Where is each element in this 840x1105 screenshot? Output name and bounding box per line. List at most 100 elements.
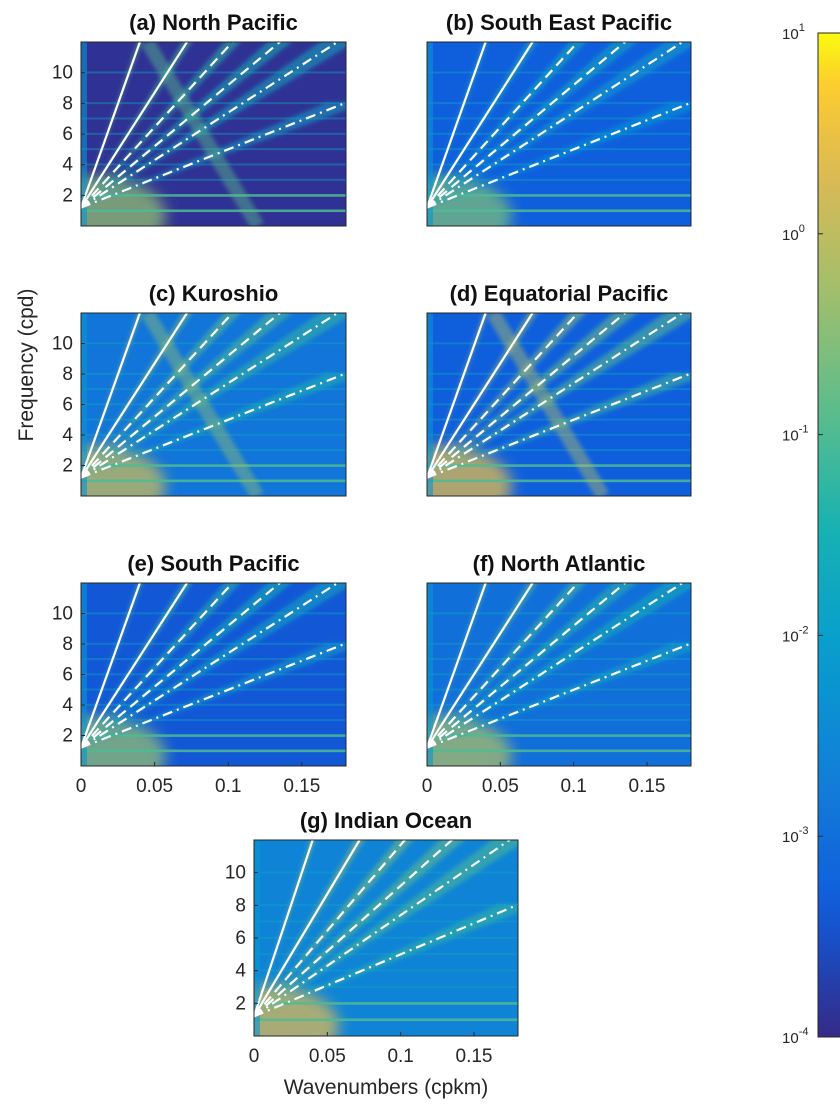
beam (254, 840, 465, 1017)
dispersion-line-dashed (427, 583, 580, 749)
colorbar-tick-label: 10-1 (782, 424, 808, 445)
tidal-band (427, 178, 691, 181)
tidal-band (427, 209, 691, 213)
dispersion-line-dashed (254, 840, 454, 1018)
y-tick-label: 8 (62, 634, 73, 655)
colorbar-tick-label: 101 (782, 22, 805, 43)
tidal-band (427, 163, 691, 166)
panel-e: 2 4 6 8 10 0 0.05 0.1 0.15 (e) South Pacific (52, 551, 347, 797)
axes-frame (426, 582, 692, 767)
beam (81, 42, 292, 208)
tidal-band (81, 71, 346, 74)
beam (254, 840, 518, 1017)
x-axis-label: Wavenumbers (cpkm) (284, 1076, 489, 1099)
y-tick-label: 6 (62, 395, 73, 416)
panel-title-e: (e) South Pacific (127, 551, 299, 576)
dispersion-line-solid (254, 840, 314, 1017)
dispersion-line-dashdot (81, 583, 340, 749)
dispersion-line-dashed (81, 583, 234, 749)
dispersion-lines (81, 313, 346, 479)
dispersion-line-dashdot (254, 903, 518, 1018)
dispersion-line-solid (427, 42, 534, 209)
tidal-band (81, 403, 346, 406)
x-tick-label: 0.15 (629, 776, 666, 797)
dispersion-line-solid (427, 313, 487, 479)
tidal-band (427, 449, 691, 452)
y-tick-label: 2 (62, 726, 73, 747)
beam (81, 42, 241, 208)
beam (427, 583, 538, 748)
beam (487, 313, 609, 496)
dispersion-line-dashed (81, 313, 234, 479)
beam (81, 313, 292, 478)
x-tick-label: 0.1 (387, 1046, 413, 1067)
y-tick-label: 2 (62, 456, 73, 477)
tidal-band (81, 178, 346, 181)
beam (427, 313, 638, 478)
heatmap-a (81, 42, 346, 226)
y-tick-label: 10 (52, 604, 73, 625)
dispersion-line-solid (81, 42, 189, 209)
tidal-band (81, 719, 346, 722)
tidal-band (254, 1002, 518, 1005)
energy-core (427, 716, 512, 766)
tidal-band (81, 749, 346, 753)
dispersion-line-solid (81, 583, 189, 749)
beam (81, 313, 346, 478)
energy-core (81, 716, 166, 766)
panel-g: 2 4 6 8 10 0 0.05 0.1 0.15 (g) Indian Ocean (225, 808, 519, 1067)
dispersion-line-solid (81, 313, 189, 479)
energy-core (81, 176, 166, 226)
panel-title-f: (f) North Atlantic (473, 551, 646, 576)
beam (427, 42, 691, 208)
y-tick-label: 10 (225, 863, 246, 884)
tidal-band (427, 734, 691, 737)
tidal-band (427, 403, 691, 406)
tidal-band (427, 194, 691, 197)
heatmap-g (254, 840, 518, 1036)
panel-title-g: (g) Indian Ocean (300, 808, 472, 833)
y-axis-label: Frequency (cpd) (15, 289, 38, 442)
tidal-band (427, 719, 691, 722)
tidal-band (427, 464, 691, 467)
beam (427, 313, 586, 478)
energy-core (81, 446, 166, 496)
tidal-band (254, 936, 518, 939)
beam (254, 840, 365, 1017)
tidal-band (81, 703, 346, 706)
x-tick-label: 0.05 (136, 776, 173, 797)
tidal-band (427, 703, 691, 706)
heatmap-c (81, 313, 346, 496)
dispersion-lines (427, 42, 691, 209)
dispersion-line-dashed (254, 840, 407, 1018)
tidal-band (81, 449, 346, 452)
heatmap-d (427, 313, 691, 496)
dispersion-line-dashdot (81, 101, 346, 209)
dispersion-line-dashdot (254, 840, 512, 1018)
dispersion-lines (81, 42, 346, 209)
x-tick-label: 0.15 (456, 1046, 493, 1067)
dispersion-line-solid (427, 583, 534, 749)
beam (254, 840, 413, 1017)
beam (427, 583, 586, 748)
tidal-band (427, 673, 691, 676)
y-tick-label: 8 (235, 895, 246, 916)
x-tick-label: 0.15 (283, 776, 320, 797)
y-tick-label: 6 (235, 928, 246, 949)
dispersion-line-dashdot (427, 101, 691, 209)
axes-frame (426, 312, 692, 497)
dispersion-line-dashdot (427, 372, 691, 479)
dispersion-lines (81, 583, 346, 749)
beam (427, 42, 586, 208)
beam (427, 42, 538, 208)
tidal-band (81, 464, 346, 467)
dispersion-line-dashdot (81, 313, 340, 479)
dispersion-line-dashed (427, 313, 580, 479)
y-tick-label: 8 (62, 93, 73, 114)
beam (427, 583, 691, 748)
low-k-strip (427, 583, 433, 766)
panels-group: 2 4 6 8 10 (a) North Pacific (b) South East Pa… (52, 10, 692, 1067)
y-tick-label: 2 (235, 993, 246, 1014)
beam (81, 583, 192, 748)
